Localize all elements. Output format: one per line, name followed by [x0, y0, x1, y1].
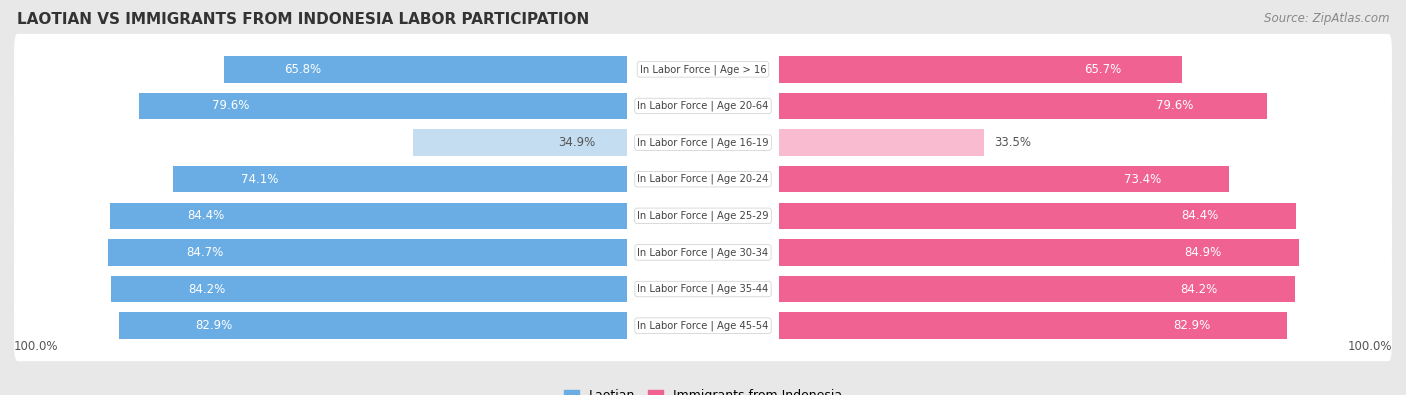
Bar — [120, 312, 627, 339]
Text: 73.4%: 73.4% — [1123, 173, 1161, 186]
Text: 65.7%: 65.7% — [1084, 63, 1121, 76]
Bar — [110, 203, 627, 229]
Text: In Labor Force | Age 25-29: In Labor Force | Age 25-29 — [637, 211, 769, 221]
Text: 82.9%: 82.9% — [1174, 319, 1211, 332]
FancyBboxPatch shape — [14, 254, 1392, 325]
Bar — [779, 166, 1229, 192]
Text: 84.4%: 84.4% — [187, 209, 225, 222]
Bar — [108, 239, 627, 265]
Text: 84.9%: 84.9% — [1184, 246, 1222, 259]
FancyBboxPatch shape — [14, 180, 1392, 251]
Text: In Labor Force | Age 20-24: In Labor Force | Age 20-24 — [637, 174, 769, 184]
Text: Source: ZipAtlas.com: Source: ZipAtlas.com — [1264, 12, 1389, 25]
FancyBboxPatch shape — [14, 217, 1392, 288]
Bar — [139, 93, 627, 119]
Text: In Labor Force | Age 30-34: In Labor Force | Age 30-34 — [637, 247, 769, 258]
Text: In Labor Force | Age > 16: In Labor Force | Age > 16 — [640, 64, 766, 75]
Text: 84.2%: 84.2% — [188, 282, 225, 295]
Text: 100.0%: 100.0% — [14, 340, 59, 354]
Text: 84.4%: 84.4% — [1181, 209, 1219, 222]
Bar — [779, 56, 1181, 83]
Bar — [779, 276, 1295, 302]
Text: 84.7%: 84.7% — [186, 246, 224, 259]
Bar — [779, 203, 1296, 229]
Bar — [779, 312, 1286, 339]
Text: In Labor Force | Age 16-19: In Labor Force | Age 16-19 — [637, 137, 769, 148]
Legend: Laotian, Immigrants from Indonesia: Laotian, Immigrants from Indonesia — [560, 384, 846, 395]
Text: 100.0%: 100.0% — [1347, 340, 1392, 354]
Bar — [111, 276, 627, 302]
Text: In Labor Force | Age 45-54: In Labor Force | Age 45-54 — [637, 320, 769, 331]
Text: 65.8%: 65.8% — [284, 63, 322, 76]
Bar — [173, 166, 627, 192]
Text: 84.2%: 84.2% — [1181, 282, 1218, 295]
Text: 74.1%: 74.1% — [240, 173, 278, 186]
FancyBboxPatch shape — [14, 34, 1392, 105]
Text: In Labor Force | Age 35-44: In Labor Force | Age 35-44 — [637, 284, 769, 294]
Text: 79.6%: 79.6% — [212, 100, 250, 113]
Text: 34.9%: 34.9% — [558, 136, 595, 149]
Bar — [779, 239, 1299, 265]
Text: LAOTIAN VS IMMIGRANTS FROM INDONESIA LABOR PARTICIPATION: LAOTIAN VS IMMIGRANTS FROM INDONESIA LAB… — [17, 12, 589, 27]
FancyBboxPatch shape — [14, 70, 1392, 141]
Text: 33.5%: 33.5% — [994, 136, 1032, 149]
Text: 82.9%: 82.9% — [195, 319, 232, 332]
Bar — [779, 93, 1267, 119]
Bar — [779, 130, 984, 156]
Bar — [224, 56, 627, 83]
Bar — [413, 130, 627, 156]
FancyBboxPatch shape — [14, 144, 1392, 215]
Text: In Labor Force | Age 20-64: In Labor Force | Age 20-64 — [637, 101, 769, 111]
FancyBboxPatch shape — [14, 107, 1392, 178]
Text: 79.6%: 79.6% — [1156, 100, 1194, 113]
FancyBboxPatch shape — [14, 290, 1392, 361]
